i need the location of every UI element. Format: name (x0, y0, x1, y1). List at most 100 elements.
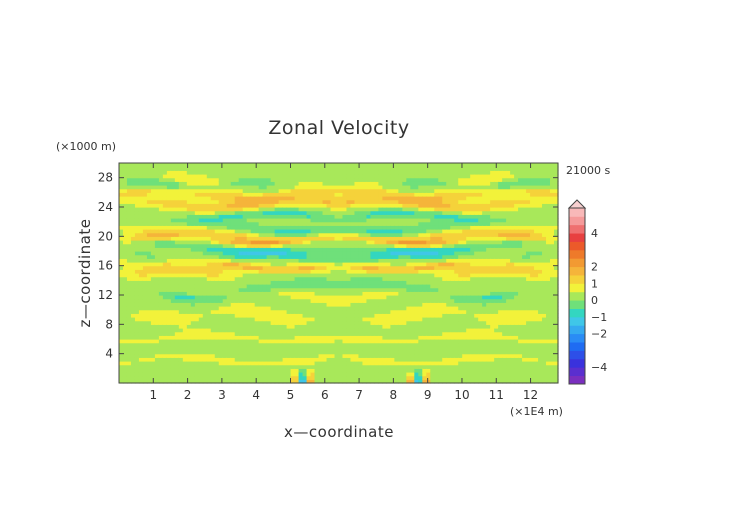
heatmap-cell (146, 192, 152, 197)
heatmap-cell (270, 276, 276, 281)
heatmap-cell (154, 357, 160, 362)
heatmap-cell (278, 291, 284, 296)
heatmap-cell (362, 166, 368, 171)
heatmap-cell (298, 243, 304, 248)
heatmap-cell (358, 287, 364, 292)
heatmap-cell (334, 166, 340, 171)
heatmap-cell (246, 240, 252, 245)
heatmap-cell (198, 258, 204, 263)
heatmap-cell (370, 243, 376, 248)
heatmap-cell (178, 188, 184, 193)
heatmap-cell (174, 342, 180, 347)
heatmap-cell (230, 236, 236, 241)
heatmap-cell (246, 174, 252, 179)
heatmap-cell (318, 185, 324, 190)
heatmap-cell (238, 232, 244, 237)
heatmap-cell (418, 379, 423, 384)
heatmap-cell (342, 273, 348, 278)
heatmap-cell (438, 298, 443, 303)
heatmap-cell (358, 328, 364, 333)
heatmap-cell (306, 269, 312, 274)
heatmap-cell (246, 236, 252, 241)
heatmap-cell (338, 214, 344, 219)
heatmap-cell (150, 199, 156, 204)
heatmap-cell (150, 232, 156, 237)
heatmap-cell (166, 243, 172, 248)
heatmap-cell (150, 177, 156, 182)
heatmap-cell (126, 262, 132, 267)
heatmap-cell (286, 379, 292, 384)
heatmap-cell (226, 291, 232, 296)
heatmap-cell (258, 353, 264, 358)
heatmap-cell (410, 166, 415, 171)
heatmap-cell (202, 364, 208, 369)
heatmap-cell (266, 317, 272, 322)
heatmap-cell (170, 379, 176, 384)
heatmap-cell (246, 328, 252, 333)
heatmap-cell (246, 265, 252, 270)
heatmap-cell (182, 375, 188, 380)
heatmap-cell (246, 309, 252, 314)
heatmap-cell (298, 335, 304, 340)
heatmap-cell (442, 306, 447, 311)
heatmap-cell (214, 185, 220, 190)
heatmap-cell (418, 306, 423, 311)
heatmap-cell (334, 177, 340, 182)
heatmap-cell (254, 262, 260, 267)
heatmap-cell (242, 320, 248, 325)
heatmap-cell (290, 335, 296, 340)
heatmap-cell (310, 229, 316, 234)
heatmap-cell (210, 214, 216, 219)
heatmap-cell (386, 273, 391, 278)
heatmap-cell (322, 335, 328, 340)
heatmap-cell (386, 265, 391, 270)
heatmap-cell (182, 214, 188, 219)
heatmap-cell (274, 163, 280, 168)
heatmap-cell (302, 236, 308, 241)
heatmap-cell (162, 214, 168, 219)
heatmap-cell (126, 218, 132, 223)
heatmap-cell (374, 276, 380, 281)
heatmap-cell (434, 207, 439, 212)
heatmap-cell (282, 339, 288, 344)
heatmap-cell (294, 302, 300, 307)
heatmap-cell (318, 317, 324, 322)
heatmap-cell (398, 361, 403, 366)
heatmap-cell (158, 276, 164, 281)
heatmap-cell (390, 317, 395, 322)
heatmap-cell (398, 203, 403, 208)
heatmap-cell (170, 207, 176, 212)
heatmap-cell (222, 258, 228, 263)
heatmap-cell (446, 324, 451, 329)
heatmap-cell (218, 221, 224, 226)
heatmap-cell (150, 320, 156, 325)
heatmap-cell (414, 313, 419, 318)
heatmap-cell (346, 335, 352, 340)
heatmap-cell (218, 280, 224, 285)
heatmap-cell (394, 313, 399, 318)
heatmap-cell (418, 273, 423, 278)
heatmap-cell (198, 317, 204, 322)
heatmap-cell (298, 331, 304, 336)
heatmap-cell (366, 368, 372, 373)
heatmap-cell (374, 188, 380, 193)
heatmap-cell (358, 342, 364, 347)
heatmap-cell (278, 379, 284, 384)
heatmap-cell (166, 254, 172, 259)
heatmap-cell (266, 350, 272, 355)
heatmap-cell (250, 207, 256, 212)
heatmap-cell (210, 375, 216, 380)
heatmap-cell (406, 185, 411, 190)
heatmap-cell (150, 309, 156, 314)
heatmap-cell (170, 214, 176, 219)
heatmap-cell (210, 320, 216, 325)
heatmap-cell (130, 265, 136, 270)
heatmap-cell (122, 196, 128, 201)
heatmap-cell (418, 218, 423, 223)
heatmap-cell (430, 295, 435, 300)
heatmap-cell (222, 199, 228, 204)
heatmap-cell (358, 207, 364, 212)
heatmap-cell (274, 302, 280, 307)
heatmap-cell (278, 203, 284, 208)
heatmap-cell (210, 331, 216, 336)
